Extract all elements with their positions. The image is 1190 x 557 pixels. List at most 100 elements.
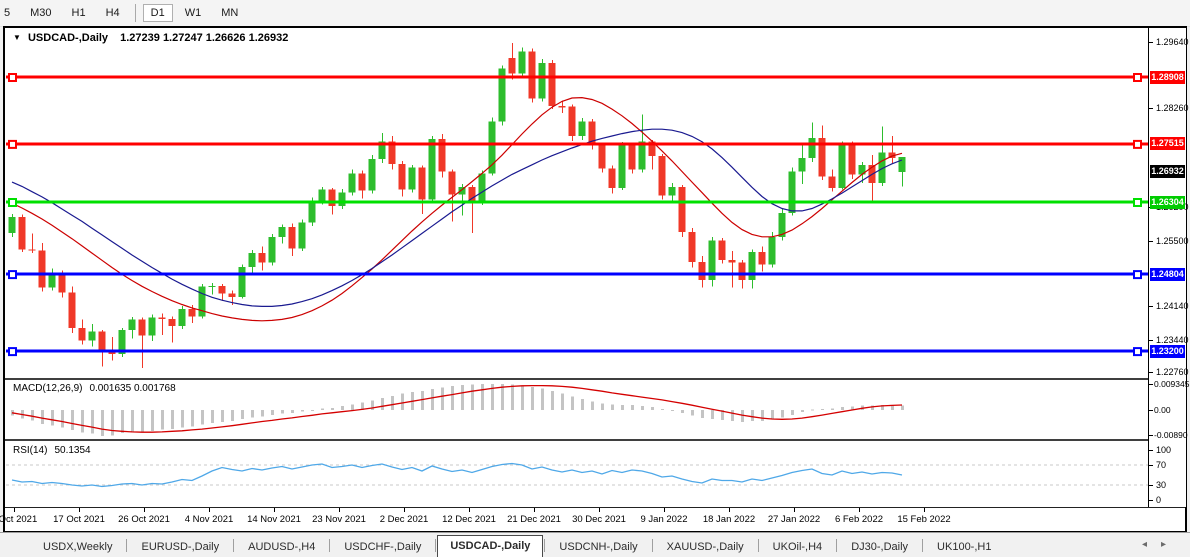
line-anchor-icon[interactable] bbox=[1133, 73, 1142, 82]
timeframe-button-h4[interactable]: H4 bbox=[105, 7, 120, 19]
rsi-scale-label: 70 bbox=[1156, 460, 1167, 470]
timeframe-button-m30[interactable]: M30 bbox=[30, 7, 52, 19]
candle-wicks-layer bbox=[12, 42, 903, 368]
chart-window-inner: ▼ USDCAD-,Daily 1.27239 1.27247 1.26626 … bbox=[0, 28, 1190, 531]
date-tick-label: 7 Oct 2021 bbox=[0, 514, 38, 525]
date-tick-label: 21 Dec 2021 bbox=[507, 514, 561, 525]
tab-scroll-left-icon[interactable]: ◂ bbox=[1141, 539, 1161, 550]
price-tick-label: 1.23440 bbox=[1156, 334, 1189, 345]
price-scale[interactable]: 1.296401.282601.262001.255001.241401.234… bbox=[1148, 28, 1190, 507]
tab-eurusd-daily[interactable]: EURUSD-,Daily bbox=[141, 541, 220, 553]
macd-values: 0.001635 0.001768 bbox=[89, 383, 176, 394]
rsi-scale-tick bbox=[1149, 450, 1153, 451]
rsi-scale-tick bbox=[1149, 500, 1153, 501]
horizontal-line-1.232[interactable] bbox=[6, 347, 1148, 357]
panel-divider-macd[interactable] bbox=[5, 378, 1185, 383]
line-anchor-icon[interactable] bbox=[1133, 270, 1142, 280]
date-tick-label: 27 Jan 2022 bbox=[767, 514, 821, 525]
line-anchor-icon[interactable] bbox=[8, 198, 17, 207]
date-tick-label: 14 Nov 2021 bbox=[247, 514, 301, 525]
price-badge-1.28908: 1.28908 bbox=[1150, 70, 1185, 84]
line-anchor-icon[interactable] bbox=[8, 270, 17, 280]
main-chart-plot[interactable] bbox=[6, 30, 1148, 378]
date-tick-mark bbox=[794, 508, 795, 512]
date-tick-mark bbox=[209, 508, 210, 512]
date-tick-label: 12 Dec 2021 bbox=[442, 514, 496, 525]
date-tick-mark bbox=[729, 508, 730, 512]
price-badge-1.27515: 1.27515 bbox=[1150, 137, 1185, 151]
date-tick-mark bbox=[859, 508, 860, 512]
timeframe-button-h1[interactable]: H1 bbox=[71, 7, 86, 19]
timeframe-button-w1[interactable]: W1 bbox=[184, 7, 202, 19]
timeframe-button-5[interactable]: 5 bbox=[4, 7, 11, 19]
macd-name: MACD(12,26,9) bbox=[13, 383, 83, 394]
price-tick-label: 1.22760 bbox=[1156, 367, 1189, 378]
line-anchor-icon[interactable] bbox=[1133, 198, 1142, 207]
tab-separator bbox=[233, 539, 235, 552]
tab-usdcnh-daily[interactable]: USDCNH-,Daily bbox=[559, 541, 638, 553]
panel-divider-rsi[interactable] bbox=[5, 439, 1185, 444]
tab-dj30-daily[interactable]: DJ30-,Daily bbox=[851, 541, 909, 553]
line-anchor-icon[interactable] bbox=[8, 139, 17, 149]
date-tick-label: 30 Dec 2021 bbox=[572, 514, 626, 525]
timeframe-button-d1[interactable]: D1 bbox=[142, 4, 173, 22]
tab-separator bbox=[836, 539, 838, 552]
symbol-dropdown-icon[interactable]: ▼ bbox=[13, 33, 21, 42]
date-tick-label: 15 Feb 2022 bbox=[897, 514, 951, 525]
macd-scale-tick bbox=[1149, 410, 1153, 411]
rsi-indicator-label: RSI(14) 50.1354 bbox=[13, 445, 91, 456]
tab-usdcad-daily[interactable]: USDCAD-,Daily bbox=[437, 535, 544, 557]
macd-scale-label: 0.00 bbox=[1154, 405, 1171, 415]
rsi-scale-label: 100 bbox=[1156, 445, 1172, 455]
ma-slow-blue-line bbox=[11, 128, 903, 307]
line-anchor-icon[interactable] bbox=[1133, 139, 1142, 149]
rsi-line bbox=[11, 462, 903, 488]
macd-signal-line bbox=[11, 384, 903, 433]
tab-separator bbox=[757, 539, 759, 552]
date-tick-label: 4 Nov 2021 bbox=[184, 514, 234, 525]
price-tick-label: 1.25500 bbox=[1156, 235, 1189, 246]
tab-usdchf-daily[interactable]: USDCHF-,Daily bbox=[344, 541, 422, 553]
tab-usdx-weekly[interactable]: USDX,Weekly bbox=[43, 541, 113, 553]
horizontal-line-1.28908[interactable] bbox=[6, 73, 1148, 82]
chart-window: ▼ USDCAD-,Daily 1.27239 1.27247 1.26626 … bbox=[0, 26, 1190, 532]
date-tick-mark bbox=[534, 508, 535, 512]
price-tick-mark bbox=[1149, 108, 1153, 110]
tab-scroll-arrows: ◂▸ bbox=[1142, 539, 1180, 550]
chart-title: ▼ USDCAD-,Daily 1.27239 1.27247 1.26626 … bbox=[13, 32, 288, 44]
macd-scale-label: 0.009345 bbox=[1154, 379, 1190, 389]
tab-separator bbox=[329, 539, 331, 552]
date-tick-label: 18 Jan 2022 bbox=[702, 514, 756, 525]
price-badge-1.24804: 1.24804 bbox=[1150, 267, 1185, 281]
macd-scale-tick bbox=[1149, 384, 1153, 385]
price-badge-1.23200: 1.23200 bbox=[1150, 344, 1185, 358]
price-tick-label: 1.28260 bbox=[1156, 103, 1189, 114]
tab-xauusd-daily[interactable]: XAUUSD-,Daily bbox=[666, 541, 744, 553]
date-tick-mark bbox=[274, 508, 275, 512]
timeframe-button-mn[interactable]: MN bbox=[221, 7, 239, 19]
tab-scroll-right-icon[interactable]: ▸ bbox=[1160, 539, 1180, 550]
horizontal-line-1.24804[interactable] bbox=[6, 270, 1148, 280]
rsi-scale-label: 30 bbox=[1156, 480, 1167, 490]
date-axis[interactable]: 7 Oct 2021 17 Oct 2021 26 Oct 2021 4 Nov 20… bbox=[0, 507, 1185, 531]
rsi-value: 50.1354 bbox=[54, 445, 91, 456]
line-anchor-icon[interactable] bbox=[8, 73, 17, 82]
macd-scale-label: -0.00890 bbox=[1154, 430, 1188, 440]
rsi-indicator-plot[interactable] bbox=[6, 442, 1148, 506]
timeframe-toolbar: 5 M30 H1 H4 D1 W1 MN bbox=[0, 0, 1190, 27]
tab-uk100-h1[interactable]: UK100-,H1 bbox=[937, 541, 992, 553]
ma-fast-red-line bbox=[11, 96, 903, 322]
tab-audusd-h4[interactable]: AUDUSD-,H4 bbox=[248, 541, 316, 553]
rsi-name: RSI(14) bbox=[13, 445, 48, 456]
date-tick-label: 17 Oct 2021 bbox=[53, 514, 105, 525]
horizontal-line-1.27515[interactable] bbox=[6, 139, 1148, 149]
tab-separator bbox=[435, 539, 437, 552]
macd-indicator-plot[interactable] bbox=[6, 381, 1148, 439]
price-tick-label: 1.24140 bbox=[1156, 300, 1189, 311]
line-anchor-icon[interactable] bbox=[1133, 347, 1142, 357]
macd-indicator-label: MACD(12,26,9) 0.001635 0.001768 bbox=[13, 383, 176, 394]
macd-scale-tick bbox=[1149, 435, 1153, 436]
tab-ukoil-h4[interactable]: UKOil-,H4 bbox=[772, 541, 823, 553]
horizontal-line-1.26304[interactable] bbox=[6, 198, 1148, 207]
line-anchor-icon[interactable] bbox=[8, 347, 17, 357]
